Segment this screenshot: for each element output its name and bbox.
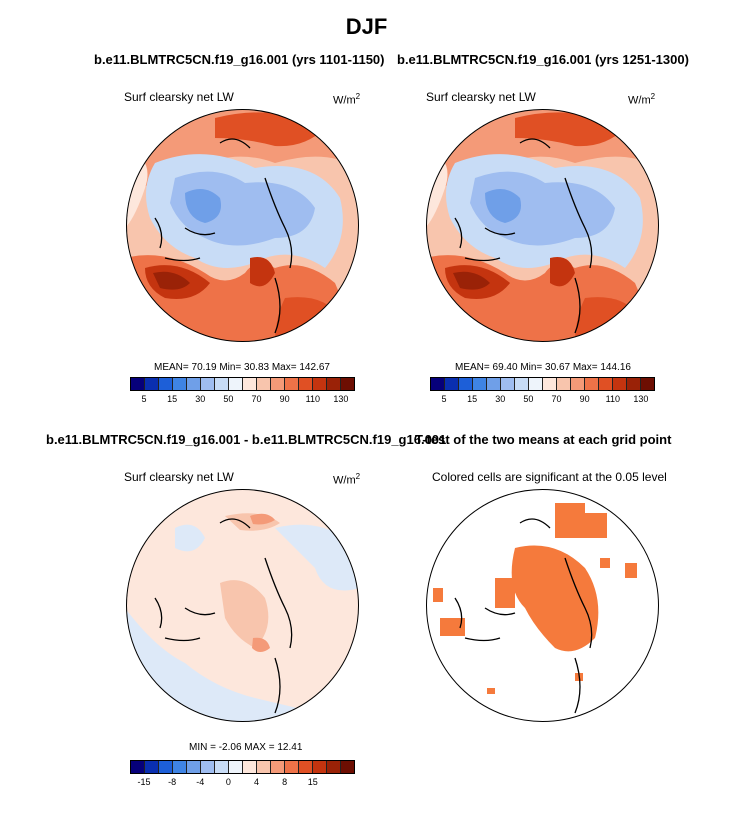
colorbar-swatch (515, 378, 529, 390)
colorbar-swatch (243, 378, 257, 390)
colorbar-swatch (271, 378, 285, 390)
colorbar-swatch (215, 761, 229, 773)
colorbar-tick-label: -4 (196, 777, 205, 787)
significance-cells (433, 503, 637, 694)
colorbar-swatch (131, 761, 145, 773)
colorbar-swatch (159, 761, 173, 773)
colorbar-tick-label: -8 (168, 777, 177, 787)
colorbar-swatch (557, 378, 571, 390)
colorbar-tick-label: 0 (225, 777, 231, 787)
panel-2-colorbar (430, 377, 655, 391)
colorbar-swatch (641, 378, 654, 390)
colorbar-tick-label: 50 (523, 394, 534, 404)
panel-4-map (426, 489, 659, 722)
colorbar-tick-label: 30 (195, 394, 206, 404)
colorbar-swatch (229, 761, 243, 773)
colorbar-tick-label: 110 (605, 394, 620, 404)
panel-3-colorbar-ticks: -15 -8 -4 0 4 8 15 (130, 774, 355, 787)
colorbar-tick-label: 4 (254, 777, 260, 787)
colorbar-tick-label: 50 (223, 394, 234, 404)
colorbar-tick-label: 15 (167, 394, 178, 404)
colorbar-swatch (327, 378, 341, 390)
colorbar-tick-label: 110 (305, 394, 320, 404)
panel-2-variable: Surf clearsky net LW (426, 90, 536, 104)
colorbar-swatch (257, 761, 271, 773)
colorbar-swatch (313, 761, 327, 773)
colorbar-swatch (543, 378, 557, 390)
colorbar-swatch (431, 378, 445, 390)
colorbar-swatch (285, 761, 299, 773)
colorbar-swatch (173, 761, 187, 773)
panel-2-colorbar-ticks: 5 15 30 50 70 90 110 130 (430, 391, 655, 404)
colorbar-swatch (145, 761, 159, 773)
colorbar-swatch (571, 378, 585, 390)
colorbar-swatch (201, 761, 215, 773)
panel-2-map (426, 109, 659, 342)
colorbar-tick-label: 70 (251, 394, 262, 404)
panel-2-stats: MEAN= 69.40 Min= 30.67 Max= 144.16 (455, 362, 631, 373)
panel-3-stats: MIN = -2.06 MAX = 12.41 (189, 742, 303, 753)
colorbar-tick-label: 90 (579, 394, 590, 404)
panel-3-variable: Surf clearsky net LW (124, 470, 234, 484)
colorbar-swatch (243, 761, 257, 773)
colorbar-swatch (285, 378, 299, 390)
panel-3-map (126, 489, 359, 722)
panel-1-title: b.e11.BLMTRC5CN.f19_g16.001 (yrs 1101-11… (94, 52, 385, 67)
colorbar-tick-label: 5 (141, 394, 147, 404)
colorbar-tick-label: 15 (467, 394, 478, 404)
colorbar-tick-label: 5 (441, 394, 447, 404)
colorbar-swatch (173, 378, 187, 390)
colorbar-swatch (613, 378, 627, 390)
colorbar-tick-label: 130 (633, 394, 649, 404)
panel-4-annotation: Colored cells are significant at the 0.0… (432, 470, 667, 484)
colorbar-tick-label: 15 (307, 777, 318, 787)
colorbar-swatch (187, 761, 201, 773)
colorbar-swatch (299, 761, 313, 773)
panel-1-stats: MEAN= 70.19 Min= 30.83 Max= 142.67 (154, 362, 330, 373)
colorbar-swatch (131, 378, 145, 390)
colorbar-swatch (215, 378, 229, 390)
colorbar-tick-label: 70 (551, 394, 562, 404)
panel-1-map (126, 109, 359, 342)
colorbar-swatch (229, 378, 243, 390)
colorbar-tick-label: 30 (495, 394, 506, 404)
panel-1-colorbar (130, 377, 355, 391)
panel-1-colorbar-ticks: 5 15 30 50 70 90 110 130 (130, 391, 355, 404)
colorbar-swatch (271, 761, 285, 773)
colorbar-swatch (299, 378, 313, 390)
colorbar-swatch (257, 378, 271, 390)
colorbar-tick-label: -15 (137, 777, 151, 787)
panel-3-title: b.e11.BLMTRC5CN.f19_g16.001 - b.e11.BLMT… (46, 432, 447, 447)
panel-1-units: W/m2 (333, 92, 361, 107)
colorbar-tick-label: 8 (282, 777, 288, 787)
colorbar-tick-label: 90 (279, 394, 290, 404)
colorbar-swatch (341, 761, 354, 773)
colorbar-swatch (599, 378, 613, 390)
panel-1-variable: Surf clearsky net LW (124, 90, 234, 104)
panel-2-units: W/m2 (628, 92, 656, 107)
colorbar-swatch (627, 378, 641, 390)
colorbar-swatch (327, 761, 341, 773)
panel-4-title: T-test of the two means at each grid poi… (415, 432, 672, 447)
colorbar-swatch (313, 378, 327, 390)
colorbar-swatch (459, 378, 473, 390)
panel-2-title: b.e11.BLMTRC5CN.f19_g16.001 (yrs 1251-13… (397, 52, 689, 67)
colorbar-swatch (145, 378, 159, 390)
colorbar-swatch (473, 378, 487, 390)
figure-title: DJF (345, 14, 388, 39)
colorbar-swatch (487, 378, 501, 390)
panel-3-colorbar (130, 760, 355, 774)
colorbar-swatch (445, 378, 459, 390)
colorbar-swatch (529, 378, 543, 390)
colorbar-swatch (501, 378, 515, 390)
panel-3-units: W/m2 (333, 472, 361, 487)
colorbar-swatch (201, 378, 215, 390)
colorbar-swatch (341, 378, 354, 390)
colorbar-tick-label: 130 (333, 394, 349, 404)
colorbar-swatch (159, 378, 173, 390)
colorbar-swatch (187, 378, 201, 390)
colorbar-swatch (585, 378, 599, 390)
